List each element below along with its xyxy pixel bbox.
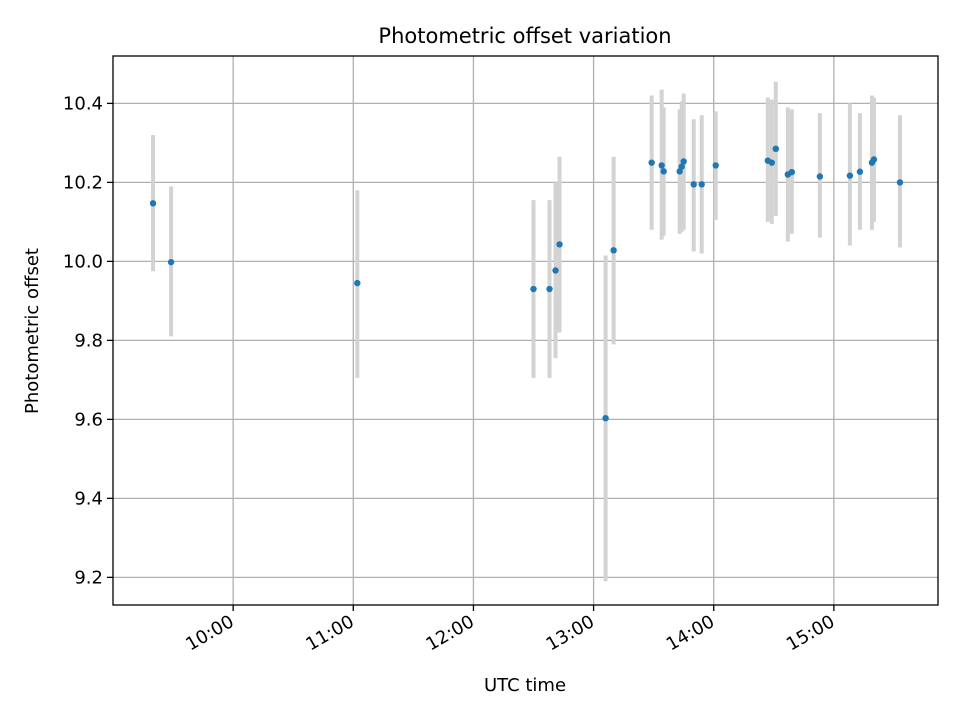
data-point	[610, 247, 617, 254]
y-tick-label: 10.2	[63, 172, 103, 193]
data-point	[546, 285, 553, 293]
y-tick-label: 10.4	[63, 93, 103, 114]
y-tick-label: 10.0	[63, 251, 103, 272]
data-point	[772, 145, 780, 153]
grid	[113, 56, 938, 605]
data-point	[678, 163, 685, 170]
data-point	[846, 172, 854, 179]
data-point	[149, 200, 157, 207]
data-point	[698, 181, 705, 188]
data-point	[556, 241, 563, 248]
data-point	[658, 162, 665, 169]
chart-title: Photometric offset variation	[378, 24, 671, 48]
y-axis-label: Photometric offset	[22, 248, 43, 414]
data-point	[788, 168, 796, 176]
data-point	[530, 285, 537, 293]
data-point	[680, 158, 687, 165]
data-point	[896, 179, 904, 186]
y-axis: 9.2 9.4 9.6 9.8 10.0 10.2 10.4	[63, 93, 113, 588]
data-point	[856, 168, 864, 175]
y-tick-label: 9.6	[74, 409, 103, 430]
y-tick-label: 9.4	[74, 488, 103, 509]
y-tick-label: 9.2	[74, 567, 103, 588]
data-point	[660, 168, 667, 175]
plot-frame	[112, 55, 939, 606]
data-point	[167, 258, 175, 266]
data-point	[690, 181, 697, 188]
data-point	[354, 279, 361, 287]
x-axis-label: UTC time	[484, 675, 566, 696]
data-points	[149, 145, 904, 422]
y-tick-label: 9.8	[74, 330, 103, 351]
data-point	[870, 156, 878, 163]
data-point	[816, 173, 824, 180]
data-point	[768, 159, 775, 166]
data-point	[602, 414, 609, 422]
data-point	[712, 162, 719, 169]
data-point	[552, 267, 559, 274]
data-point	[648, 159, 655, 166]
